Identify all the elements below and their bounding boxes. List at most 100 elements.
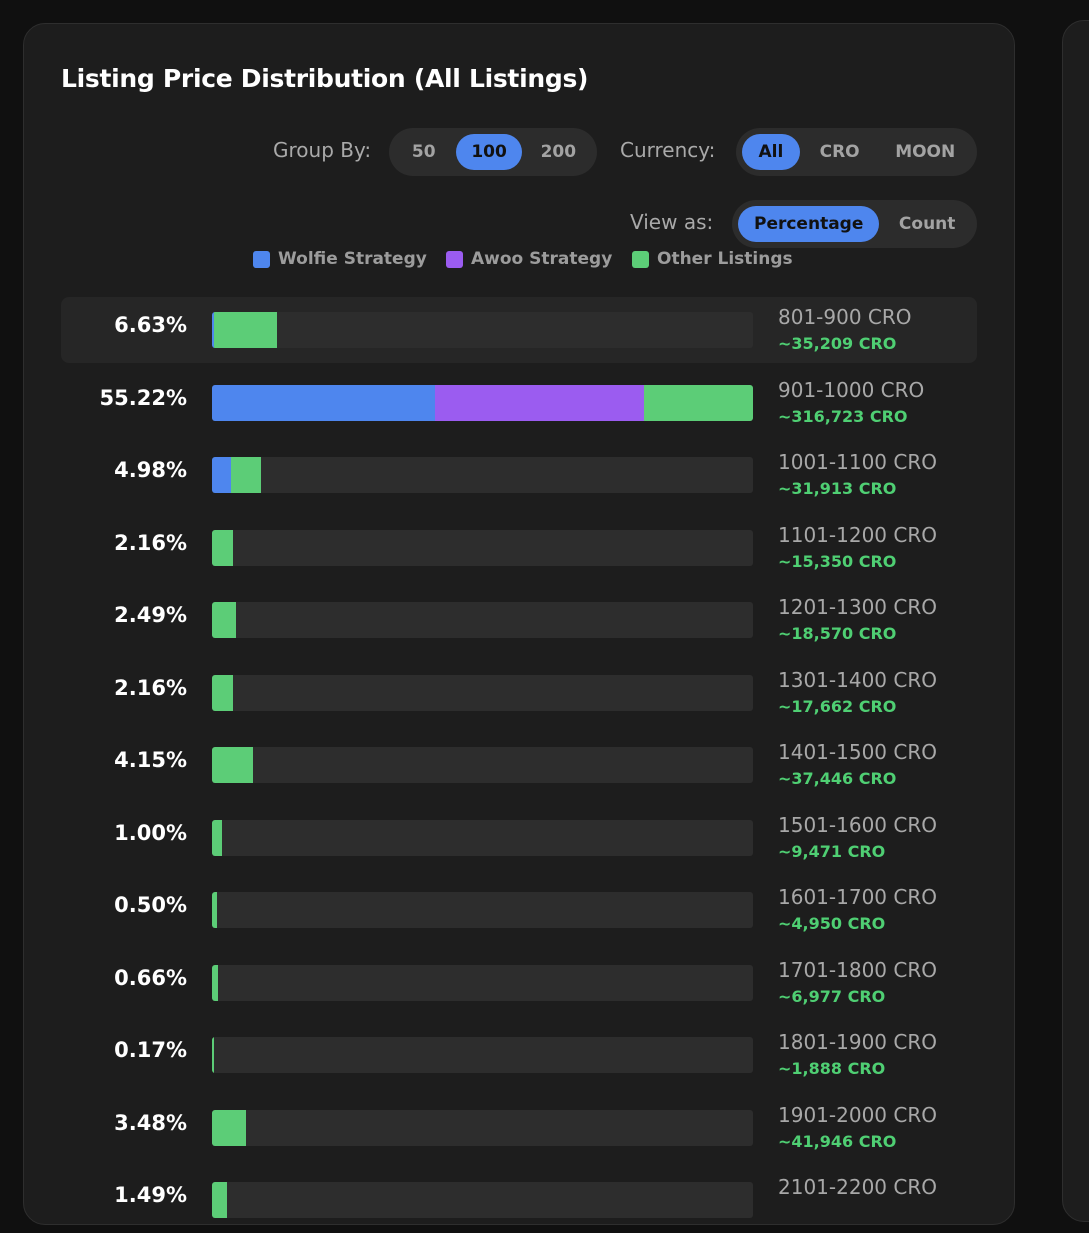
bar-row[interactable]: 4.98% 1001-1100 CRO ~31,913 CRO xyxy=(61,442,977,508)
group-by-toggle: 50 100 200 xyxy=(389,128,597,176)
bar-row[interactable]: 3.48% 1901-2000 CRO ~41,946 CRO xyxy=(61,1095,977,1161)
bar-row[interactable]: 0.50% 1601-1700 CRO ~4,950 CRO xyxy=(61,877,977,943)
bar-percent-label: 1.49% xyxy=(114,1183,187,1207)
bar-track xyxy=(212,602,753,638)
currency-option-moon[interactable]: MOON xyxy=(895,142,956,162)
bar-row[interactable]: 0.66% 1701-1800 CRO ~6,977 CRO xyxy=(61,950,977,1016)
bar-segment-other xyxy=(212,674,234,711)
bar-segment-other xyxy=(212,964,219,1001)
cro-total-label: ~9,471 CRO xyxy=(778,841,886,861)
price-range-label: 1501-1600 CRO xyxy=(778,812,937,837)
group-by-option-50[interactable]: 50 xyxy=(411,142,436,162)
bar-track xyxy=(212,819,753,856)
bar-track xyxy=(212,747,753,783)
bar-row[interactable]: 2.49% 1201-1300 CRO ~18,570 CRO xyxy=(61,587,977,653)
group-by-option-100[interactable]: 100 xyxy=(456,134,522,170)
legend-label-other: Other Listings xyxy=(657,249,793,269)
price-range-label: 1901-2000 CRO xyxy=(778,1102,937,1127)
group-by-option-200[interactable]: 200 xyxy=(540,142,577,162)
bar-percent-label: 0.66% xyxy=(114,965,187,990)
bar-row[interactable]: 1.49% 2101-2200 CRO xyxy=(61,1167,977,1233)
bar-segment-other xyxy=(212,1182,227,1218)
price-range-label: 1401-1500 CRO xyxy=(778,740,937,764)
bar-percent-label: 3.48% xyxy=(114,1110,187,1135)
cro-total-label: ~15,350 CRO xyxy=(778,551,897,571)
bar-segment-wolfie xyxy=(212,457,232,493)
bar-row[interactable]: 2.16% 1301-1400 CRO ~17,662 CRO xyxy=(61,660,977,726)
group-by-label: Group By: xyxy=(273,138,372,162)
bar-track xyxy=(212,674,753,711)
cro-total-label: ~41,946 CRO xyxy=(778,1131,897,1151)
bar-row[interactable]: 2.16% 1101-1200 CRO ~15,350 CRO xyxy=(61,515,977,581)
bar-track xyxy=(212,964,753,1001)
view-as-label: View as: xyxy=(630,210,714,234)
cro-total-label: ~37,446 CRO xyxy=(778,769,897,788)
bar-track xyxy=(212,892,753,928)
price-range-label: 1601-1700 CRO xyxy=(778,885,937,909)
bar-percent-label: 55.22% xyxy=(99,385,187,410)
bar-percent-label: 2.16% xyxy=(114,675,187,700)
price-range-label: 1201-1300 CRO xyxy=(778,595,937,619)
cro-total-label: ~1,888 CRO xyxy=(778,1059,886,1078)
bar-track xyxy=(212,1037,753,1073)
bar-percent-label: 1.00% xyxy=(114,820,187,845)
bar-percent-label: 2.49% xyxy=(114,603,187,627)
price-range-label: 1801-1900 CRO xyxy=(778,1030,937,1054)
legend-label-wolfie: Wolfie Strategy xyxy=(278,249,427,269)
price-range-label: 1701-1800 CRO xyxy=(778,957,937,982)
price-range-label: 1001-1100 CRO xyxy=(778,450,937,474)
legend-item-other: Other Listings xyxy=(632,249,793,269)
currency-option-all[interactable]: All xyxy=(742,134,800,170)
legend-swatch-wolfie xyxy=(253,250,270,268)
bar-track xyxy=(212,529,753,566)
bar-row[interactable]: 4.15% 1401-1500 CRO ~37,446 CRO xyxy=(61,732,977,798)
bar-segment-other xyxy=(212,1037,214,1073)
bar-segment-other xyxy=(212,602,237,638)
view-option-percentage[interactable]: Percentage xyxy=(738,206,880,242)
bar-percent-label: 0.17% xyxy=(114,1038,187,1062)
cro-total-label: ~17,662 CRO xyxy=(778,696,897,716)
cro-total-label: ~18,570 CRO xyxy=(778,624,897,643)
bar-segment-other xyxy=(212,1109,247,1146)
bar-segment-other xyxy=(212,747,253,783)
chart-title: Listing Price Distribution (All Listings… xyxy=(61,64,589,93)
bar-row[interactable]: 0.17% 1801-1900 CRO ~1,888 CRO xyxy=(61,1022,977,1088)
bar-percent-label: 4.98% xyxy=(114,458,187,482)
legend-label-awoo: Awoo Strategy xyxy=(471,249,613,269)
legend-swatch-awoo xyxy=(446,250,463,268)
bar-segment-wolfie xyxy=(212,384,436,421)
cro-total-label: ~35,209 CRO xyxy=(778,334,897,353)
price-range-label: 2101-2200 CRO xyxy=(778,1175,937,1199)
cro-total-label: ~6,977 CRO xyxy=(778,986,886,1006)
price-distribution-card: Listing Price Distribution (All Listings… xyxy=(23,23,1015,1225)
legend-item-wolfie: Wolfie Strategy xyxy=(253,249,427,269)
bar-segment-other xyxy=(212,819,222,856)
cro-total-label: ~316,723 CRO xyxy=(778,406,908,426)
bar-track xyxy=(212,1109,753,1146)
bar-track xyxy=(212,1182,753,1218)
bar-segment-other xyxy=(214,312,278,348)
bar-row[interactable]: 6.63% 801-900 CRO ~35,209 CRO xyxy=(61,297,977,363)
bar-segment-awoo xyxy=(435,384,645,421)
price-range-label: 801-900 CRO xyxy=(778,305,912,329)
bar-track xyxy=(212,457,753,493)
bar-percent-label: 6.63% xyxy=(114,313,187,337)
currency-option-cro[interactable]: CRO xyxy=(819,142,860,162)
bar-percent-label: 0.50% xyxy=(114,893,187,917)
view-as-toggle: Percentage Count xyxy=(732,200,977,248)
bar-track xyxy=(212,384,753,421)
bar-percent-label: 2.16% xyxy=(114,530,187,555)
bar-row[interactable]: 55.22% 901-1000 CRO ~316,723 CRO xyxy=(61,370,977,436)
currency-toggle: All CRO MOON xyxy=(736,128,977,176)
bar-segment-wolfie xyxy=(212,312,214,348)
price-range-label: 901-1000 CRO xyxy=(778,377,925,402)
legend-item-awoo: Awoo Strategy xyxy=(446,249,612,269)
cro-total-label: ~31,913 CRO xyxy=(778,479,897,498)
bar-segment-other xyxy=(212,529,234,566)
bar-segment-other xyxy=(644,384,753,421)
bar-percent-label: 4.15% xyxy=(114,748,187,772)
legend-swatch-other xyxy=(632,250,649,268)
adjacent-card xyxy=(1062,20,1089,1222)
bar-row[interactable]: 1.00% 1501-1600 CRO ~9,471 CRO xyxy=(61,805,977,871)
view-option-count[interactable]: Count xyxy=(898,214,956,234)
